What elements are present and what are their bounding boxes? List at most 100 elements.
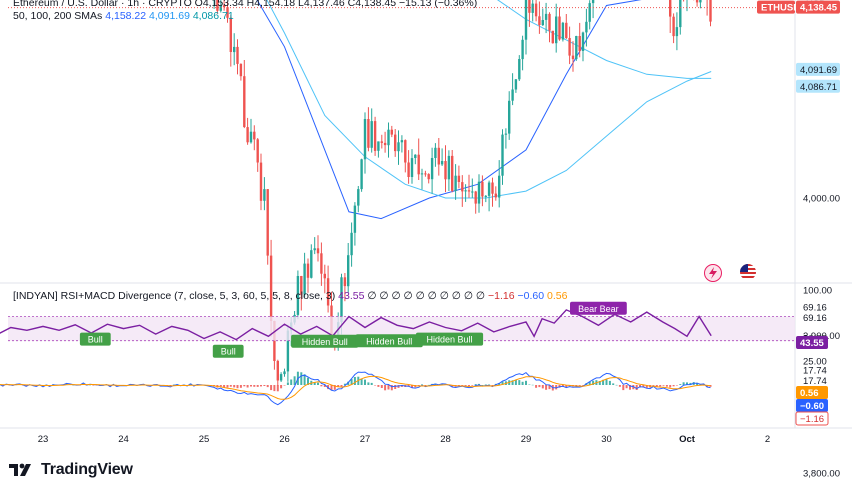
- macd-histogram-bar: [588, 381, 591, 385]
- macd-histogram-bar: [421, 384, 423, 385]
- candle-body: [387, 129, 390, 146]
- candle-body: [451, 155, 454, 191]
- macd-histogram-bar: [548, 385, 551, 390]
- candle-body: [669, 0, 672, 17]
- macd-histogram-bar: [608, 380, 611, 385]
- price-badge-label: 4,086.71: [800, 82, 837, 93]
- macd-histogram-bar: [535, 385, 538, 388]
- price-axis[interactable]: USD4,500.004,400.004,300.004,200.004,000…: [757, 0, 840, 480]
- candle-body: [246, 127, 249, 143]
- indicator-tick-label: 17.74: [803, 376, 827, 387]
- price-badge: [757, 0, 795, 14]
- macd-histogram-bar: [635, 385, 638, 390]
- macd-histogram-bar: [390, 385, 393, 391]
- time-tick-label: 28: [440, 434, 451, 445]
- macd-histogram-bar: [578, 385, 581, 386]
- macd-histogram-bar: [525, 380, 527, 385]
- time-axis[interactable]: 23 24 25 26 27 28 29 30 Oct 2: [38, 434, 770, 445]
- candle-body: [467, 190, 471, 192]
- candle-body: [303, 263, 306, 295]
- brand-name: TradingView: [41, 461, 133, 478]
- candle-body: [514, 79, 518, 90]
- macd-histogram-bar: [411, 385, 413, 388]
- lightning-icon[interactable]: [704, 264, 722, 282]
- candle-body: [410, 158, 414, 177]
- candle-body: [380, 141, 383, 143]
- candle-body: [521, 39, 524, 60]
- sma-50-value: 4,158.22: [105, 10, 147, 22]
- macd-histogram-bar: [659, 385, 662, 387]
- bull-annotation-label: Hidden Bull: [302, 337, 348, 347]
- macd-histogram-bar: [233, 385, 236, 388]
- macd-histogram-bar: [350, 379, 353, 385]
- macd-histogram-bar: [511, 380, 514, 385]
- macd-histogram-bar: [307, 377, 309, 385]
- sma-label: 50, 100, 200 SMAs: [13, 10, 103, 22]
- candle-body: [424, 173, 427, 175]
- macd-histogram-bar: [330, 385, 333, 391]
- macd-histogram-bar: [602, 379, 605, 385]
- candle-body: [353, 205, 357, 233]
- candle-body: [357, 189, 360, 206]
- macd-histogram-bar: [528, 384, 531, 385]
- candle-body: [236, 46, 239, 64]
- bull-annotation: [212, 344, 244, 358]
- macd-histogram-bar: [337, 385, 340, 388]
- candle-body: [491, 182, 494, 194]
- candle-body: [316, 248, 320, 254]
- price-badge-label: 4,091.69: [800, 65, 837, 76]
- indicator-legend[interactable]: [INDYAN] RSI+MACD Divergence (7, close, …: [13, 290, 567, 302]
- macd-histogram-bar: [89, 384, 91, 386]
- macd-histogram-bar: [347, 381, 350, 385]
- macd-histogram-bar: [360, 378, 363, 385]
- macd-histogram-bar: [226, 385, 229, 388]
- time-tick-label: 26: [279, 434, 290, 445]
- indicator-level-label: 69.16: [803, 303, 827, 314]
- bull-annotation-label: Hidden Bull: [366, 336, 412, 346]
- bear-annotation-label: Bear Bear: [578, 304, 619, 314]
- candle-body: [266, 189, 269, 256]
- candle-body: [508, 100, 511, 134]
- candle-body: [373, 121, 377, 151]
- macd-histogram-bar: [236, 385, 239, 389]
- macd-histogram-bar: [286, 382, 289, 385]
- candlesticks: [206, 0, 712, 386]
- bull-annotation: [79, 332, 111, 346]
- candle-body: [300, 276, 303, 295]
- macd-histogram-bar: [377, 385, 380, 387]
- symbol-legend[interactable]: Ethereum / U.S. Dollar · 1h · CRYPTO O4,…: [13, 0, 477, 9]
- macd-histogram-bar: [256, 385, 259, 387]
- macd-histogram-bar: [518, 380, 521, 385]
- candle-body: [249, 131, 253, 143]
- candle-body: [323, 273, 326, 279]
- sma-200-value: 4,086.71: [192, 10, 234, 22]
- macd-histogram-bar: [300, 372, 303, 385]
- sma-legend[interactable]: 50, 100, 200 SMAs 4,158.22 4,091.69 4,08…: [13, 10, 234, 22]
- candle-body: [394, 134, 397, 152]
- macd-histogram-bar: [478, 383, 480, 385]
- tradingview-brand[interactable]: TradingView: [9, 461, 133, 479]
- macd-histogram-bar: [541, 385, 544, 389]
- macd-histogram-bar: [333, 385, 336, 390]
- macd-histogram-bar: [645, 385, 648, 388]
- macd-histogram-bar: [263, 385, 266, 386]
- candle-body: [444, 161, 447, 180]
- candle-body: [454, 175, 457, 191]
- bull-annotation-label: Bull: [221, 347, 236, 357]
- candle-body: [481, 181, 484, 197]
- candle-body: [259, 162, 263, 201]
- macd-histogram-bar: [514, 379, 517, 385]
- time-tick-label: 27: [360, 434, 371, 445]
- candle-body: [226, 7, 229, 18]
- sma-200-line: [497, 0, 712, 79]
- time-tick-label: 24: [118, 434, 129, 445]
- us-flag-icon[interactable]: [740, 264, 756, 280]
- time-tick-label: 25: [199, 434, 210, 445]
- bear-annotation: [570, 301, 627, 315]
- macd-histogram-bar: [665, 385, 668, 387]
- indicator-axis[interactable]: 100.0069.1650.0025.0017.7469.1617.7443.5…: [795, 286, 832, 426]
- candle-body: [276, 360, 279, 381]
- macd-histogram-bar: [253, 385, 256, 387]
